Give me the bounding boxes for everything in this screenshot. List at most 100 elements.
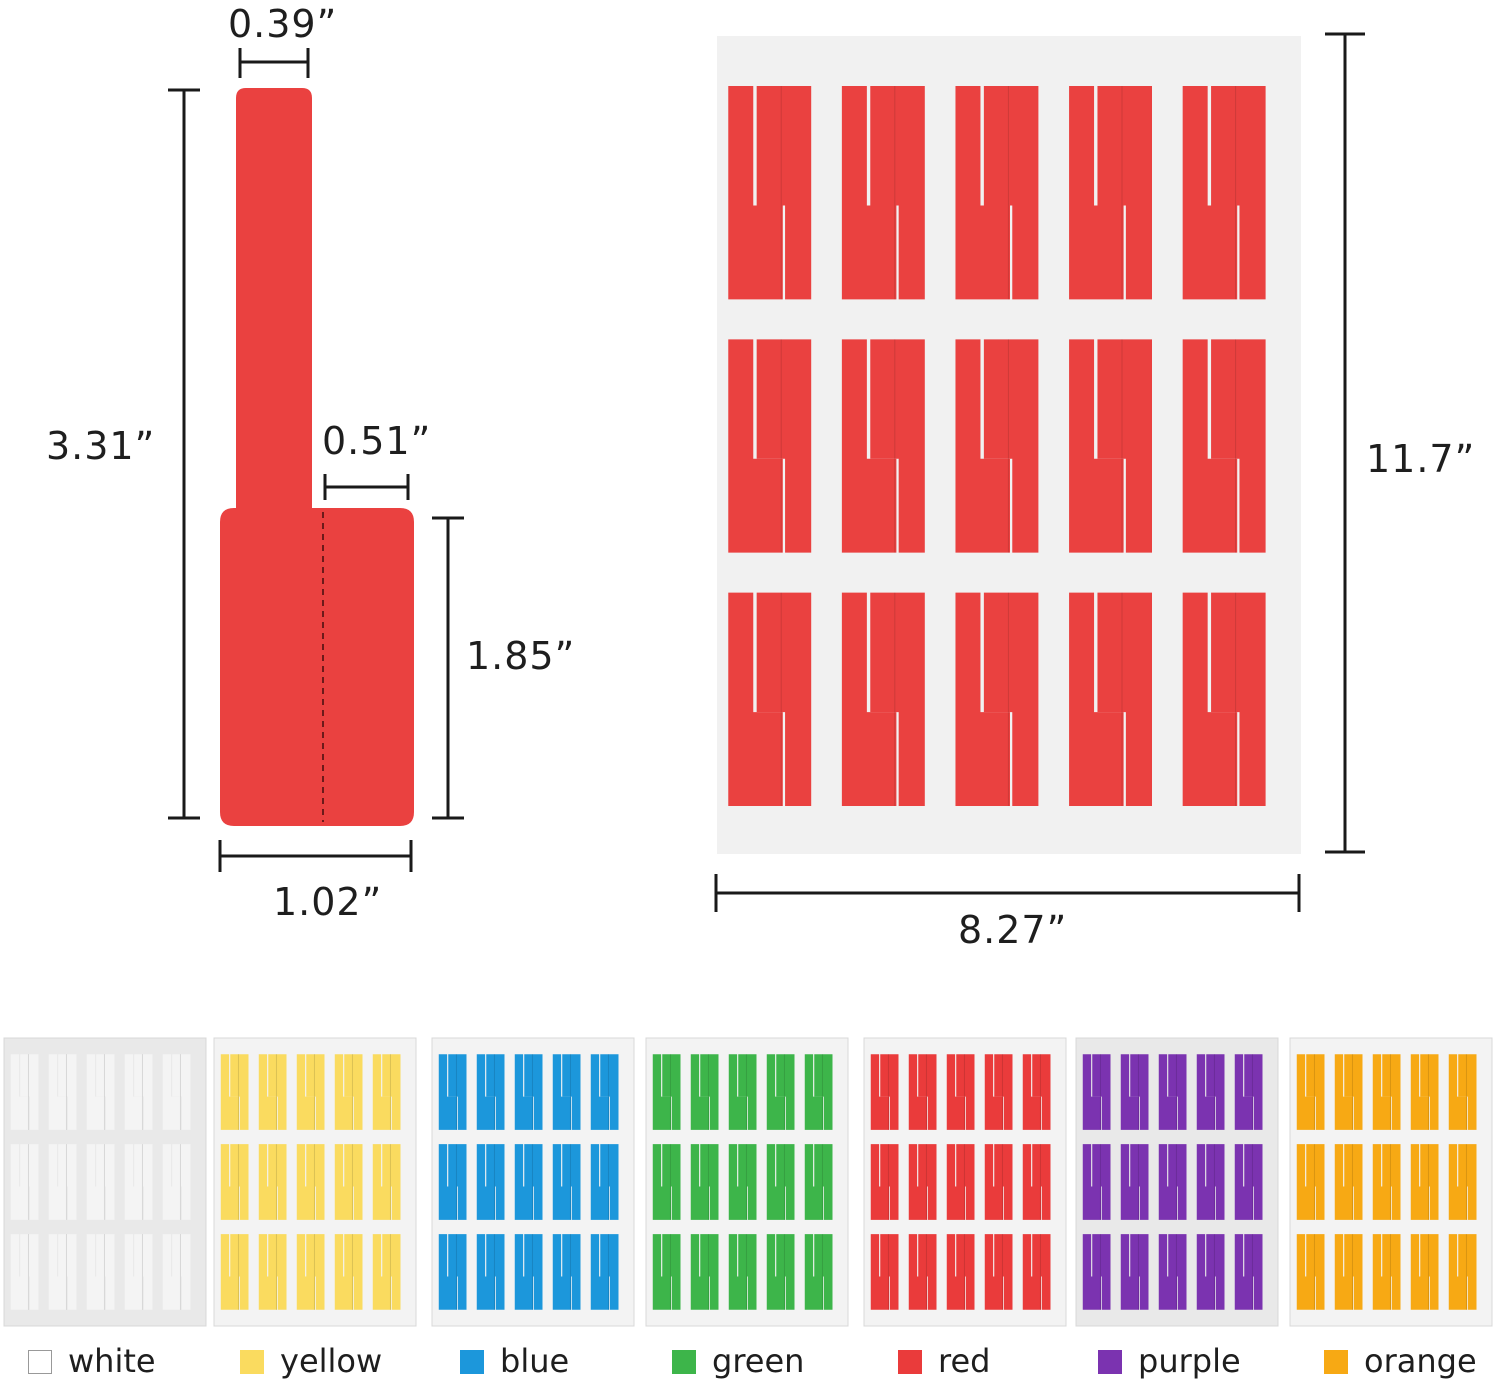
thumb-tag-white (48, 1234, 67, 1310)
thumb-tag-yellow (258, 1234, 277, 1310)
thumb-tag-yellow (230, 1144, 249, 1220)
swatch-label-yellow: yellow (280, 1342, 383, 1380)
thumb-tag-green (662, 1144, 681, 1220)
thumb-tag-blue (562, 1144, 581, 1220)
thumb-tag-orange (1410, 1234, 1429, 1310)
thumb-tag-white (96, 1054, 115, 1130)
thumb-tag-orange (1296, 1144, 1315, 1220)
thumb-tag-green (662, 1054, 681, 1130)
sheet-cable-tag (728, 339, 783, 553)
dim-sheet-width (714, 874, 1301, 912)
swatch-label-blue: blue (500, 1342, 570, 1380)
sheet-cable-tag (1182, 339, 1238, 553)
thumb-tag-red (880, 1054, 899, 1130)
thumb-tag-green (700, 1144, 719, 1220)
thumb-tag-white (20, 1234, 39, 1310)
thumb-tag-green (652, 1054, 671, 1130)
thumb-tag-blue (562, 1234, 581, 1310)
thumb-tag-blue (514, 1054, 533, 1130)
thumb-tag-blue (476, 1234, 495, 1310)
sheet-cable-tag (955, 86, 1010, 300)
thumb-tag-purple (1130, 1234, 1149, 1310)
thumb-tag-white (20, 1054, 39, 1130)
thumb-tag-red (994, 1144, 1013, 1220)
swatch-label-red: red (938, 1342, 991, 1380)
thumb-tag-red (956, 1054, 975, 1130)
thumb-tag-white (58, 1054, 77, 1130)
thumb-tag-orange (1448, 1234, 1467, 1310)
thumb-tag-red (1022, 1054, 1041, 1130)
thumb-tag-green (728, 1054, 747, 1130)
thumb-tag-purple (1196, 1234, 1215, 1310)
thumb-tag-white (172, 1234, 191, 1310)
sheet-cable-tag (1182, 592, 1238, 806)
thumb-tag-purple (1168, 1234, 1187, 1310)
thumb-tag-white (124, 1144, 143, 1220)
thumb-tag-red (984, 1234, 1003, 1310)
thumb-tag-orange (1306, 1144, 1325, 1220)
thumb-tag-yellow (296, 1144, 315, 1220)
thumb-tag-purple (1158, 1144, 1177, 1220)
swatch-label-orange: orange (1364, 1342, 1477, 1380)
thumb-tag-red (1022, 1234, 1041, 1310)
thumb-tag-orange (1382, 1144, 1401, 1220)
thumb-tag-white (10, 1054, 29, 1130)
thumb-tag-yellow (220, 1234, 239, 1310)
thumb-tag-blue (600, 1234, 619, 1310)
thumb-tag-blue (524, 1054, 543, 1130)
thumb-tag-orange (1420, 1054, 1439, 1130)
thumb-tag-yellow (372, 1144, 391, 1220)
thumb-tag-yellow (334, 1234, 353, 1310)
thumb-tag-purple (1244, 1054, 1263, 1130)
thumb-tag-green (690, 1054, 709, 1130)
thumb-tag-blue (448, 1054, 467, 1130)
thumb-tag-purple (1130, 1144, 1149, 1220)
thumb-tag-blue (486, 1234, 505, 1310)
thumb-tag-white (172, 1144, 191, 1220)
thumb-tag-blue (438, 1144, 457, 1220)
sheet-thumb-tags-orange (1296, 1054, 1477, 1310)
swatch-purple (1098, 1350, 1122, 1374)
thumb-tag-purple (1092, 1054, 1111, 1130)
thumb-tag-blue (524, 1144, 543, 1220)
thumb-tag-green (700, 1054, 719, 1130)
swatch-yellow (240, 1350, 264, 1374)
dim-flag-half-width (323, 474, 410, 500)
sheet-thumb-tags-red (870, 1054, 1051, 1310)
thumb-tag-blue (552, 1234, 571, 1310)
thumb-tag-blue (552, 1054, 571, 1130)
thumb-tag-red (908, 1054, 927, 1130)
sheet-cable-tag (756, 86, 812, 300)
sheet-cable-tag (728, 86, 783, 300)
label-flag-width: 1.02” (273, 880, 383, 924)
thumb-tag-green (766, 1144, 785, 1220)
dim-sheet-height (1325, 32, 1365, 854)
thumb-tag-yellow (296, 1234, 315, 1310)
dim-total-height (168, 88, 200, 820)
thumb-tag-yellow (220, 1054, 239, 1130)
thumb-tag-green (652, 1234, 671, 1310)
thumb-tag-white (10, 1144, 29, 1220)
thumb-tag-yellow (334, 1054, 353, 1130)
sheet-cable-tag (756, 339, 812, 553)
thumb-tag-green (700, 1234, 719, 1310)
thumb-tag-green (776, 1144, 795, 1220)
thumb-tag-green (728, 1144, 747, 1220)
thumb-tag-purple (1206, 1234, 1225, 1310)
label-sheet-height: 11.7” (1366, 437, 1476, 481)
sheet-cable-tag (841, 592, 897, 806)
thumb-tag-red (1032, 1234, 1051, 1310)
thumb-tag-purple (1196, 1144, 1215, 1220)
thumb-tag-green (662, 1234, 681, 1310)
thumb-tag-purple (1158, 1234, 1177, 1310)
thumb-tag-blue (590, 1054, 609, 1130)
thumb-tag-purple (1130, 1054, 1149, 1130)
thumb-tag-white (48, 1144, 67, 1220)
thumb-tag-yellow (344, 1234, 363, 1310)
label-flag-half-width: 0.51” (322, 419, 432, 463)
thumb-tag-yellow (306, 1054, 325, 1130)
thumb-tag-purple (1092, 1234, 1111, 1310)
thumb-tag-yellow (268, 1234, 287, 1310)
sheet-cable-tag (1097, 339, 1152, 553)
thumb-tag-purple (1168, 1144, 1187, 1220)
